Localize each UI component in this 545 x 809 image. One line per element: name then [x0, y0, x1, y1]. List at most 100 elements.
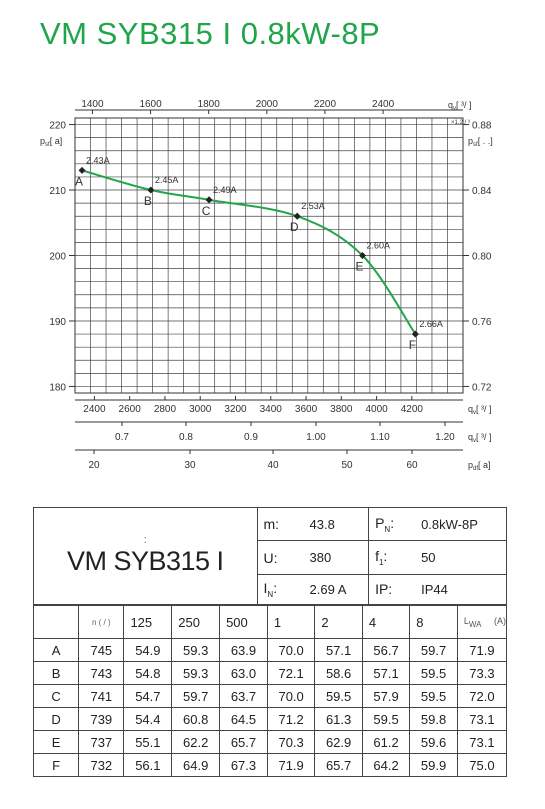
- lw-header: LWA (A): [456, 605, 508, 639]
- table-row: A 745 54.9 59.3 63.9 70.0 57.1 56.7 59.7 71.9: [32, 638, 508, 662]
- i-value: 2.69 A: [303, 573, 370, 606]
- right-tick-label: 0.80: [472, 252, 492, 263]
- freq-header-125: 125: [123, 605, 173, 639]
- left-axis-unit: psf[ a]: [40, 136, 62, 148]
- level-cell: 72.1: [266, 661, 316, 685]
- top-tick-label: 2400: [372, 99, 395, 110]
- lw-cell: 73.1: [456, 707, 508, 731]
- level-cell: 54.8: [123, 661, 173, 685]
- level-cell: 64.2: [361, 753, 411, 777]
- freq-header-500: 500: [219, 605, 268, 639]
- left-tick-label: 180: [49, 382, 66, 393]
- level-cell: 59.8: [409, 707, 458, 731]
- sound-table-header: n ( / ) 125 250 500 1 2 4 8 LWA (A): [32, 605, 508, 639]
- level-cell: 63.7: [219, 684, 268, 708]
- bottom-tick-label: 4200: [401, 404, 424, 415]
- freq-header-250: 250: [171, 605, 221, 639]
- current-label-f: 2.66A: [419, 319, 443, 329]
- level-cell: 58.6: [314, 661, 363, 685]
- level-cell: 63.0: [219, 661, 268, 685]
- level-cell: 54.4: [123, 707, 173, 731]
- left-axis-unit-bracket: [ a]: [50, 136, 63, 146]
- point-cell: B: [32, 661, 80, 685]
- bottom3-tick-label: 20: [88, 460, 100, 471]
- right-tick-label: 0.84: [472, 186, 492, 197]
- axis-labels: 180 190 200 210 220 0.72 0.76 0.80 0.84 0.88 1400 1…: [40, 99, 493, 472]
- point-label-e: E: [355, 260, 363, 274]
- bottom2-tick-label: 1.00: [306, 432, 326, 443]
- bottom-tick-label: 3000: [189, 404, 212, 415]
- bottom2-tick-label: 0.7: [115, 432, 129, 443]
- level-cell: 62.2: [171, 730, 221, 754]
- left-axis-unit-main: p: [40, 136, 45, 146]
- sound-table: n ( / ) 125 250 500 1 2 4 8 LWA (A) A 745…: [32, 605, 508, 777]
- level-cell: 64.9: [171, 753, 221, 777]
- level-cell: 57.9: [361, 684, 411, 708]
- table-row: E 737 55.1 62.2 65.7 70.3 62.9 61.2 59.6 73.1: [32, 730, 508, 754]
- speed-header: n ( / ): [78, 605, 125, 639]
- freq-header-1k: 1: [266, 605, 316, 639]
- ip-value: IP44: [415, 573, 508, 606]
- speed-cell: 732: [78, 753, 125, 777]
- lw-cell: 71.9: [456, 638, 508, 662]
- bottom2-axis-unit-sub: v: [473, 438, 476, 444]
- right-tick-label: 0.72: [472, 382, 492, 393]
- bottom3-axis-unit-sub: df: [473, 466, 478, 472]
- left-axis-unit-sub: sf: [45, 142, 50, 148]
- right-axis-unit-bracket: [ . .]: [478, 136, 493, 146]
- freq-header-2k: 2: [314, 605, 363, 639]
- bottom2-tick-label: 0.9: [244, 432, 258, 443]
- chart-grid: [75, 118, 463, 393]
- bottom2-tick-label: 0.8: [179, 432, 193, 443]
- top-axis-unit: qv[ ³/ ]: [448, 100, 472, 112]
- pn-label: PN:: [368, 506, 416, 542]
- speed-cell: 743: [78, 661, 125, 685]
- model-cell: : VM SYB315 I: [33, 507, 258, 605]
- right-tick-label: 0.88: [472, 121, 492, 132]
- bottom-tick-label: 3200: [224, 404, 247, 415]
- i-label: IN:: [256, 573, 304, 606]
- bottom2-axis-unit-main: q: [468, 432, 473, 442]
- point-cell: D: [32, 707, 80, 731]
- model-name: VM SYB315 I: [66, 546, 224, 576]
- table-row: C 741 54.7 59.7 63.7 70.0 59.5 57.9 59.5 72.0: [32, 684, 508, 708]
- point-cell: C: [32, 684, 80, 708]
- level-cell: 67.3: [219, 753, 268, 777]
- bottom-axis-unit-sub: v: [473, 410, 476, 416]
- lw-cell: 73.3: [456, 661, 508, 685]
- level-cell: 59.3: [171, 638, 221, 662]
- top-axis-unit-bracket: [ ³/ ]: [456, 100, 472, 110]
- level-cell: 65.7: [219, 730, 268, 754]
- m-value: 43.8: [303, 506, 370, 542]
- left-tick-label: 200: [49, 252, 66, 263]
- level-cell: 64.5: [219, 707, 268, 731]
- bottom-axis-unit-bracket: [ ³/ ]: [476, 404, 492, 414]
- level-cell: 70.0: [266, 684, 316, 708]
- m-label: m:: [256, 506, 304, 542]
- top-axis-unit-sub: v: [453, 106, 456, 112]
- point-cell: A: [32, 638, 80, 662]
- top-tick-label: 1800: [198, 99, 221, 110]
- ip-label: IP:: [368, 573, 416, 606]
- level-cell: 59.5: [409, 661, 458, 685]
- right-axis-unit-sub: sf: [473, 142, 478, 148]
- curve-layer: [78, 166, 419, 338]
- top-tick-label: 1600: [139, 99, 162, 110]
- level-cell: 57.1: [314, 638, 363, 662]
- bottom-tick-label: 2600: [119, 404, 142, 415]
- right-axis-unit: psf[ . .]: [468, 136, 493, 148]
- level-cell: 59.9: [409, 753, 458, 777]
- freq-header-4k: 4: [361, 605, 411, 639]
- bottom-tick-label: 3400: [260, 404, 283, 415]
- level-cell: 55.1: [123, 730, 173, 754]
- top-axis-unit-main: q: [448, 100, 453, 110]
- page-title: VM SYB315 I 0.8kW-8P: [40, 16, 381, 51]
- point-label-c: C: [202, 204, 211, 218]
- bottom-axis-unit-main: q: [468, 404, 473, 414]
- point-label-a: A: [75, 174, 83, 188]
- level-cell: 57.1: [361, 661, 411, 685]
- left-tick-label: 210: [49, 186, 66, 197]
- bottom2-axis-unit-bracket: [ ³/ ]: [476, 432, 492, 442]
- top-tick-label: 2000: [256, 99, 279, 110]
- bottom-axis-unit: qv[ ³/ ]: [468, 404, 492, 416]
